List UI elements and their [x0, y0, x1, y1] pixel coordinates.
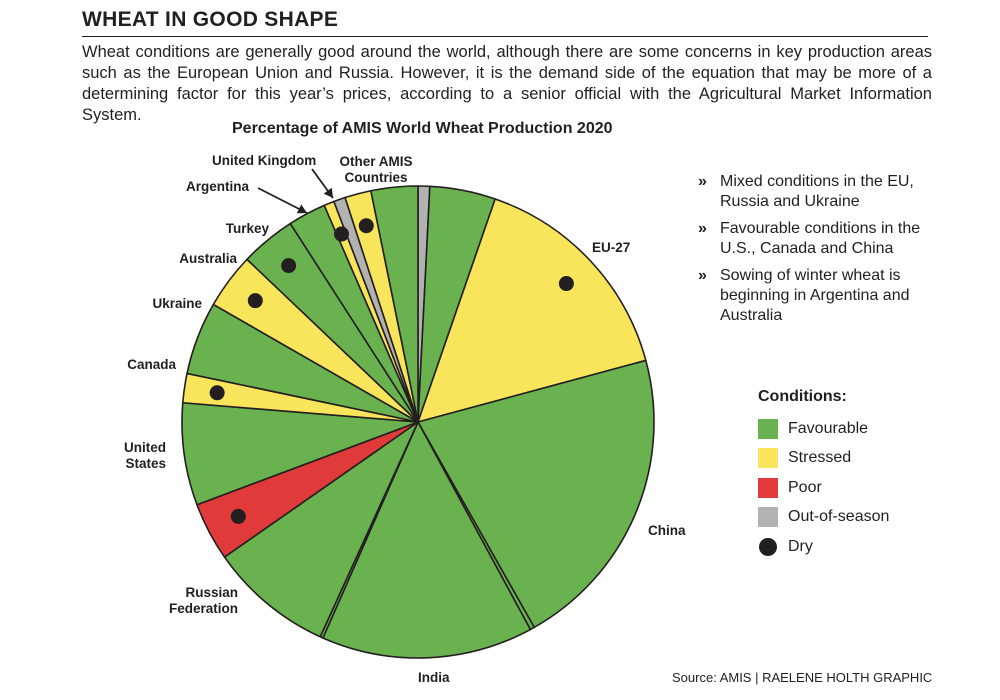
chart-title: Percentage of AMIS World Wheat Productio…: [232, 120, 613, 137]
slice-label-line: Argentina: [186, 179, 249, 194]
legend-swatch-favourable: [758, 418, 778, 439]
slice-label-eu-27: EU-27: [592, 240, 630, 255]
slice-label-russian-federation: Russian Federation: [169, 585, 238, 616]
dry-dot-eu-27: [558, 276, 574, 292]
legend-swatch-poor: [758, 477, 778, 498]
legend-swatch-out-of-season: [758, 507, 778, 528]
slice-label-india: India: [418, 670, 450, 685]
legend-label: Dry: [788, 537, 813, 555]
slice-label-line: EU-27: [592, 240, 630, 255]
legend-swatch-stressed: [758, 448, 778, 469]
legend-item-out-of-season: Out-of-season: [758, 503, 889, 533]
slice-labels: EU-27 China India Russian Federation United St…: [124, 153, 686, 685]
legend-item-poor: Poor: [758, 473, 889, 503]
slice-label-argentina: Argentina: [186, 179, 249, 194]
legend-label: Stressed: [788, 449, 852, 467]
pie-slice-other-amis-countries-favourable: [370, 185, 419, 423]
legend-label: Poor: [788, 478, 822, 496]
title-rule: [82, 36, 928, 37]
slice-label-united-states: United States: [124, 440, 166, 471]
key-points: » Mixed conditions in the EU, Russia and…: [698, 172, 958, 333]
label-leaders: [257, 168, 334, 214]
dry-dot-united-states: [209, 385, 225, 401]
leader-argentina: [257, 187, 308, 214]
leader-argentina-arrowhead: [296, 204, 307, 214]
key-point-text: Favourable conditions in the U.S., Canad…: [720, 220, 921, 257]
chevron-icon: »: [698, 173, 707, 190]
dry-markers: [209, 218, 574, 524]
pie-slices: [181, 185, 655, 659]
source-credit: Source: AMIS | RAELENE HOLTH GRAPHIC: [672, 670, 933, 685]
pie-slice-eu-27-stressed: [417, 198, 647, 423]
dry-dot-ukraine: [247, 293, 263, 309]
pie-slice-united-states-favourable: [181, 401, 419, 506]
slice-label-turkey: Turkey: [226, 221, 270, 236]
legend-label: Out-of-season: [788, 508, 890, 526]
slice-label-line: China: [648, 523, 686, 538]
key-point-item: » Favourable conditions in the U.S., Can…: [698, 219, 958, 259]
legend-item-dry: Dry: [758, 532, 889, 562]
slice-label-line: Australia: [179, 251, 237, 266]
key-point-text: Mixed conditions in the EU, Russia and U…: [720, 173, 914, 210]
slice-label-other-amis-countries: Other AMIS Countries: [339, 154, 412, 185]
slice-label-australia: Australia: [179, 251, 237, 266]
pie-slice-china-favourable: [417, 359, 655, 629]
slice-label-china: China: [648, 523, 686, 538]
slice-label-line: Canada: [127, 357, 176, 372]
slice-label-ukraine: Ukraine: [152, 296, 202, 311]
dry-dot-russian-federation: [230, 508, 246, 524]
legend: Conditions: Favourable Stressed Poor Out…: [758, 388, 889, 562]
slice-label-line: Federation: [169, 601, 238, 616]
legend-item-stressed: Stressed: [758, 444, 889, 474]
legend-title: Conditions:: [758, 388, 847, 405]
slice-label-united-kingdom: United Kingdom: [212, 153, 316, 168]
slice-label-line: Countries: [344, 170, 407, 185]
pie-slice-india-favourable: [322, 421, 532, 659]
key-point-text: Sowing of winter wheat is beginning in A…: [720, 267, 910, 324]
legend-label: Favourable: [788, 419, 869, 437]
slice-label-line: Turkey: [226, 221, 270, 236]
key-point-item: » Sowing of winter wheat is beginning in…: [698, 266, 958, 326]
leader-united-kingdom-arrowhead: [323, 187, 333, 198]
intro-paragraph: Wheat conditions are generally good arou…: [82, 43, 932, 124]
key-point-item: » Mixed conditions in the EU, Russia and…: [698, 172, 958, 212]
dry-dot-australia: [281, 258, 297, 274]
page-title: WHEAT IN GOOD SHAPE: [82, 8, 339, 31]
dry-dot-argentina: [334, 226, 350, 242]
slice-label-line: Russian: [185, 585, 238, 600]
pie-slice-russian-federation-favourable: [223, 421, 419, 638]
dry-dot-icon: [759, 537, 777, 556]
slice-label-canada: Canada: [127, 357, 176, 372]
slice-label-line: States: [125, 456, 166, 471]
slice-label-line: India: [418, 670, 450, 685]
chevron-icon: »: [698, 267, 707, 284]
slice-label-line: United Kingdom: [212, 153, 316, 168]
dry-dot-other-amis-countries: [358, 218, 374, 234]
slice-label-line: Other AMIS: [339, 154, 412, 169]
slice-label-line: Ukraine: [152, 296, 202, 311]
slice-label-line: United: [124, 440, 166, 455]
legend-item-favourable: Favourable: [758, 414, 889, 444]
chevron-icon: »: [698, 220, 707, 237]
